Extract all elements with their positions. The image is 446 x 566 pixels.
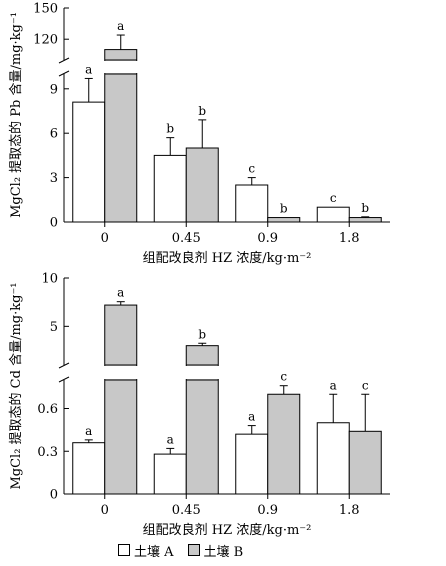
axis-break-mark	[58, 362, 70, 369]
bar	[348, 430, 382, 495]
x-tick-label: 1.8	[339, 231, 360, 246]
legend-item-b: 土壤 B	[187, 541, 244, 560]
legend-swatch-b	[187, 544, 200, 556]
significance-letter: b	[198, 327, 206, 341]
y-tick-label: 6	[50, 127, 58, 142]
x-tick-label: 0.45	[172, 231, 201, 246]
y-tick-label: 3	[50, 171, 58, 186]
chart-cd: 0 0.3 0.6 5 10 0 a a 0.45 a b 0.9 a c 1.8 a c 组配改良剂 HZ 浓度…	[8, 272, 390, 538]
x-tick-label: 0	[101, 503, 109, 518]
y-axis-label: MgCl₂ 提取态的 Pb 含量/mg·kg⁻¹	[8, 12, 24, 218]
x-axis-label: 组配改良剂 HZ 浓度/kg·m⁻²	[143, 522, 312, 538]
bar	[72, 442, 106, 495]
axis-break-mark	[58, 376, 70, 383]
significance-letter: b	[280, 202, 288, 216]
y-axis-label: MgCl₂ 提取态的 Cd 含量/mg·kg⁻¹	[8, 282, 24, 489]
significance-letter: c	[248, 162, 255, 176]
bar	[235, 184, 269, 223]
bar	[267, 217, 301, 223]
y-tick-label: 5	[50, 320, 58, 335]
bar	[104, 49, 138, 223]
y-tick-label: 0	[50, 216, 58, 231]
significance-letter: b	[198, 104, 206, 118]
y-tick-label: 150	[33, 2, 58, 17]
significance-letter: a	[85, 62, 92, 76]
y-tick-label: 9	[50, 82, 58, 97]
y-tick-label: 10	[41, 272, 58, 287]
bar	[316, 422, 350, 495]
bar-break-gap	[103, 366, 138, 379]
bar	[104, 304, 138, 495]
legend-label-b: 土壤 B	[203, 544, 244, 560]
legend-label-a: 土壤 A	[134, 544, 174, 560]
axis-break-mark	[58, 57, 70, 64]
bar	[153, 154, 187, 223]
legend-item-a: 土壤 A	[118, 541, 174, 560]
significance-letter: a	[117, 286, 124, 300]
significance-letter: a	[248, 410, 255, 424]
x-tick-label: 0	[101, 231, 109, 246]
legend-swatch-a	[118, 544, 130, 556]
significance-letter: a	[167, 432, 174, 446]
significance-letter: a	[85, 424, 92, 438]
bar	[316, 206, 350, 223]
y-tick-label: 0.3	[37, 445, 58, 460]
bar	[153, 453, 187, 495]
bar	[72, 101, 106, 223]
x-tick-label: 1.8	[339, 503, 360, 518]
x-tick-label: 0.9	[257, 231, 278, 246]
significance-letter: a	[330, 378, 337, 392]
bar	[267, 393, 301, 495]
bar-break-gap	[103, 61, 138, 73]
bar	[235, 433, 269, 495]
bar	[348, 217, 382, 223]
x-axis-label: 组配改良剂 HZ 浓度/kg·m⁻²	[143, 250, 312, 266]
bar	[185, 147, 219, 223]
significance-letter: c	[280, 370, 287, 384]
chart-pb: 0 3 6 9 120 150 0 a a 0.45 b b 0.9 c b 1.8 c b 组配改良剂 HZ 浓度…	[8, 2, 390, 266]
x-tick-label: 0.45	[172, 503, 201, 518]
legend: 土壤 A 土壤 B	[118, 540, 243, 560]
significance-letter: c	[330, 191, 337, 205]
y-tick-label: 120	[33, 33, 58, 48]
axis-break-mark	[58, 70, 70, 77]
bar-break-gap	[185, 366, 220, 379]
significance-letter: b	[361, 201, 369, 215]
y-tick-label: 0.6	[37, 402, 58, 417]
x-tick-label: 0.9	[257, 503, 278, 518]
significance-letter: b	[166, 122, 174, 136]
significance-letter: c	[362, 378, 369, 392]
significance-letter: a	[117, 19, 124, 33]
y-tick-label: 0	[50, 488, 58, 503]
